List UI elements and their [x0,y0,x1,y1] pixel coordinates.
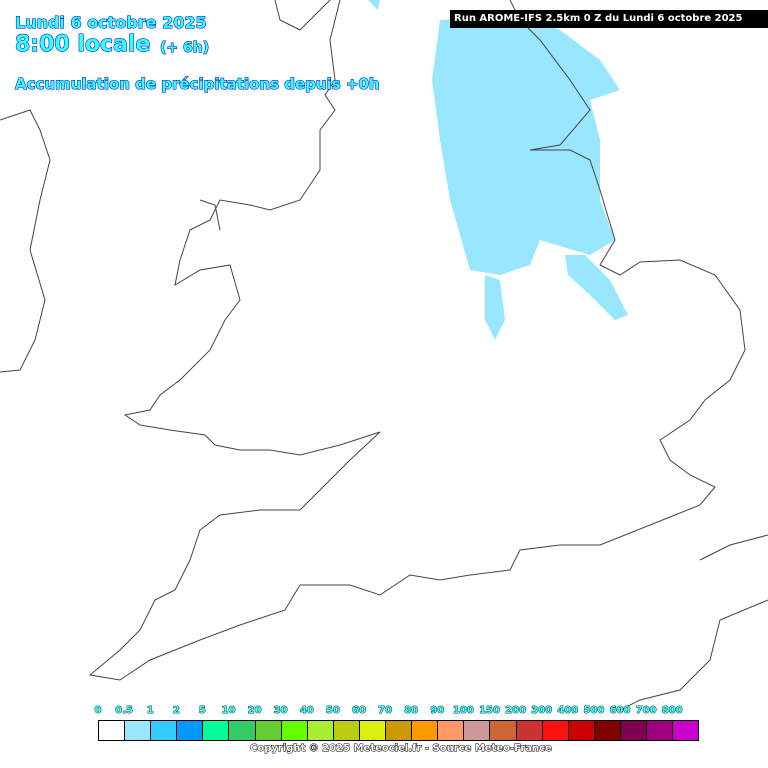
legend-label: 2 [172,705,180,717]
parameter-label: Accumulation de précipitations depuis +0… [15,75,381,94]
legend-label: 30 [273,705,288,717]
legend-swatch [359,721,387,740]
legend-label: 100 [452,705,475,717]
legend-swatch [386,721,413,740]
legend-swatch [646,721,674,740]
copyright: Copyright © 2025 Meteociel.fr - Source M… [250,743,553,755]
legend-swatch [620,721,647,740]
legend-label: 700 [635,705,657,717]
time-label: 8:00 locale [14,32,151,58]
legend-label: 200 [505,705,527,717]
legend-label: 70 [378,705,393,717]
coastline [0,0,768,711]
legend-swatch [568,721,595,740]
legend-label: 500 [583,705,605,717]
legend-swatch [594,721,621,740]
legend-swatch [490,721,517,740]
legend-swatch [203,721,230,740]
precipitation-area [368,0,628,340]
legend-label: 0.5 [115,705,134,717]
date-label: Lundi 6 octobre 2025 [15,13,208,33]
legend-label: 20 [247,705,262,717]
lead-time-label: (+ 6h) [159,40,210,57]
legend-swatch [151,721,178,740]
color-legend [98,720,700,741]
legend-swatch [177,721,204,740]
legend-swatch [438,721,465,740]
legend-label: 80 [404,705,419,717]
legend-label: 90 [430,705,445,717]
legend-swatch [542,721,569,740]
legend-label: 150 [479,705,501,717]
legend-swatch [229,721,256,740]
legend-label: 60 [352,705,367,717]
legend-swatch [464,721,491,740]
legend-swatch [673,721,699,740]
legend-label: 600 [609,705,631,717]
legend-label: 400 [557,705,579,717]
legend-label: 10 [221,705,236,717]
legend-swatch [255,721,282,740]
legend-swatch [99,721,126,740]
legend-swatch [333,721,360,740]
legend-label: 300 [531,705,553,717]
run-info: Run AROME-IFS 2.5km 0 Z du Lundi 6 octob… [450,10,768,28]
legend-label: 0 [94,705,102,717]
legend-swatch [412,721,439,740]
legend-labels: 0 0.5 1 2 5 10 20 30 40 50 60 70 80 90 100 150 200 300 400… [94,705,683,719]
legend-label: 40 [299,705,314,717]
legend-swatch [125,721,152,740]
legend-swatch [516,721,543,740]
legend-label: 5 [198,705,207,717]
legend-swatch [281,721,308,740]
legend-swatch [307,721,334,740]
legend-label: 1 [146,705,154,717]
legend-label: 800 [661,705,683,717]
legend-label: 50 [325,705,341,717]
